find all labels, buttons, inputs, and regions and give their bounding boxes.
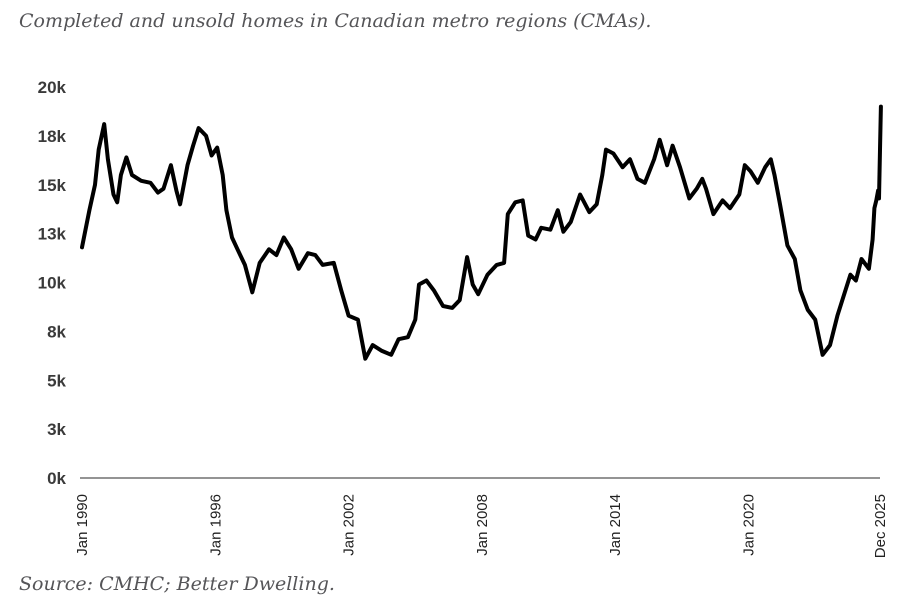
y-tick-label: 0k: [47, 469, 66, 488]
y-tick-label: 5k: [47, 371, 66, 390]
x-axis: Jan 1990 Jan 1996 Jan 2002 Jan 2008 Jan 2014…: [74, 494, 889, 558]
y-tick-label: 8k: [47, 322, 66, 341]
x-tick-label: Jan 1996: [207, 494, 224, 556]
x-tick-label: Jan 2014: [607, 494, 624, 556]
y-tick-label: 20k: [38, 78, 67, 97]
y-axis: 0k 3k 5k 8k 10k 13k 15k 18k 20k: [38, 78, 67, 488]
series-line: [80, 104, 883, 361]
x-tick-label: Jan 2002: [341, 494, 358, 556]
y-tick-label: 10k: [38, 274, 67, 293]
y-tick-label: 15k: [38, 176, 67, 195]
chart-source: Source: CMHC; Better Dwelling.: [19, 573, 335, 595]
x-tick-label: Dec 2025: [872, 494, 889, 558]
x-tick-label: Jan 2020: [741, 494, 758, 556]
chart-title: Completed and unsold homes in Canadian m…: [19, 10, 652, 32]
x-tick-label: Jan 2008: [474, 494, 491, 556]
series-group: [80, 104, 883, 361]
y-tick-label: 18k: [38, 127, 67, 146]
x-tick-label: Jan 1990: [74, 494, 91, 556]
y-tick-label: 3k: [47, 420, 66, 439]
y-tick-label: 13k: [38, 225, 67, 244]
